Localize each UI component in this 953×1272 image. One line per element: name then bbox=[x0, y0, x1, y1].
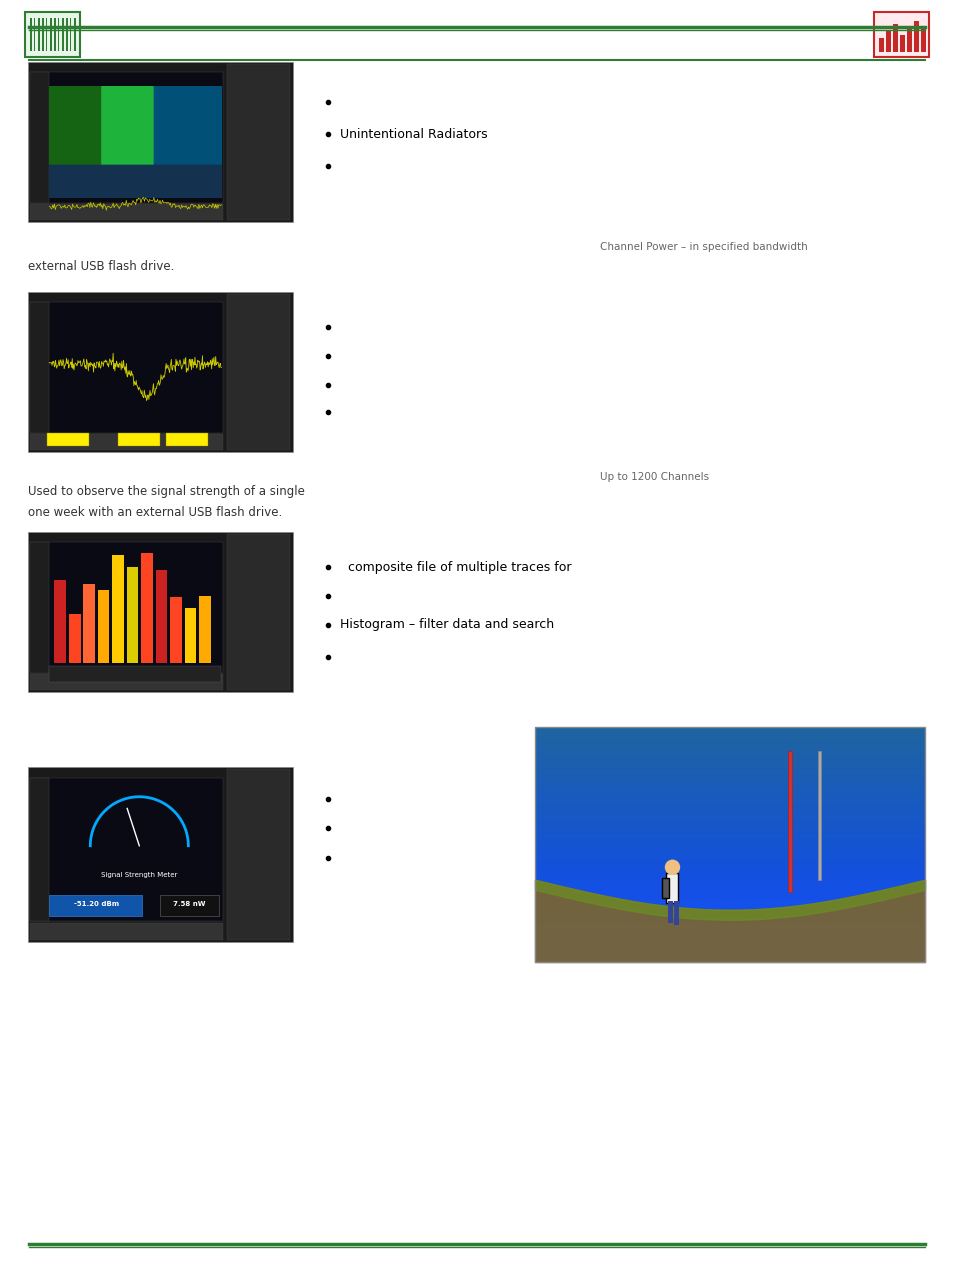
Bar bbox=[30, 18, 32, 51]
Bar bbox=[74, 18, 76, 51]
Bar bbox=[885, 31, 890, 52]
FancyBboxPatch shape bbox=[50, 667, 221, 682]
Bar bbox=[83, 558, 95, 663]
Bar bbox=[66, 18, 68, 51]
Text: Used to observe the signal strength of a single: Used to observe the signal strength of a… bbox=[28, 486, 305, 499]
FancyBboxPatch shape bbox=[227, 294, 290, 450]
FancyBboxPatch shape bbox=[30, 71, 49, 202]
Bar bbox=[42, 18, 44, 51]
FancyBboxPatch shape bbox=[28, 767, 293, 943]
Bar bbox=[50, 18, 52, 51]
Bar bbox=[69, 556, 80, 663]
Bar bbox=[788, 750, 792, 892]
Bar bbox=[818, 750, 821, 880]
FancyBboxPatch shape bbox=[30, 542, 223, 673]
Text: -51.20 dBm: -51.20 dBm bbox=[74, 901, 119, 907]
Bar bbox=[535, 728, 924, 962]
FancyBboxPatch shape bbox=[50, 894, 142, 916]
Bar bbox=[674, 902, 679, 925]
FancyBboxPatch shape bbox=[118, 432, 160, 445]
Bar bbox=[155, 613, 167, 663]
FancyBboxPatch shape bbox=[28, 62, 293, 223]
FancyBboxPatch shape bbox=[30, 71, 223, 202]
Bar bbox=[184, 586, 196, 663]
Bar bbox=[34, 18, 35, 51]
FancyBboxPatch shape bbox=[227, 64, 290, 220]
Bar bbox=[920, 29, 925, 52]
FancyBboxPatch shape bbox=[166, 432, 208, 445]
Text: external USB flash drive.: external USB flash drive. bbox=[28, 261, 174, 273]
Bar bbox=[141, 613, 152, 663]
FancyBboxPatch shape bbox=[25, 11, 80, 57]
Text: Signal Strength Meter: Signal Strength Meter bbox=[101, 873, 177, 879]
Bar bbox=[70, 18, 71, 51]
FancyBboxPatch shape bbox=[873, 11, 928, 57]
Bar bbox=[62, 18, 64, 51]
Text: Up to 1200 Channels: Up to 1200 Channels bbox=[599, 472, 708, 482]
Bar bbox=[170, 561, 181, 663]
FancyBboxPatch shape bbox=[30, 434, 223, 450]
FancyBboxPatch shape bbox=[30, 777, 49, 921]
Bar bbox=[38, 18, 40, 51]
FancyBboxPatch shape bbox=[28, 532, 293, 692]
Text: one week with an external USB flash drive.: one week with an external USB flash driv… bbox=[28, 505, 282, 519]
FancyBboxPatch shape bbox=[30, 777, 223, 921]
Bar bbox=[878, 38, 883, 52]
Bar bbox=[58, 18, 59, 51]
Text: Channel Power – in specified bandwidth: Channel Power – in specified bandwidth bbox=[599, 242, 807, 252]
FancyBboxPatch shape bbox=[30, 301, 49, 432]
FancyBboxPatch shape bbox=[666, 874, 678, 903]
FancyBboxPatch shape bbox=[30, 542, 49, 673]
Bar bbox=[54, 18, 56, 51]
Text: Unintentional Radiators: Unintentional Radiators bbox=[339, 127, 487, 140]
Bar bbox=[913, 20, 918, 52]
Text: composite file of multiple traces for: composite file of multiple traces for bbox=[339, 561, 571, 574]
Bar bbox=[899, 34, 904, 52]
Circle shape bbox=[665, 860, 679, 874]
FancyBboxPatch shape bbox=[30, 674, 223, 689]
FancyBboxPatch shape bbox=[28, 293, 293, 452]
Bar bbox=[54, 604, 66, 663]
FancyBboxPatch shape bbox=[30, 301, 223, 432]
Bar bbox=[112, 593, 124, 663]
Text: 7.58 nW: 7.58 nW bbox=[173, 901, 206, 907]
Bar bbox=[892, 24, 897, 52]
Bar bbox=[46, 18, 47, 51]
Bar bbox=[199, 589, 211, 663]
FancyBboxPatch shape bbox=[227, 770, 290, 940]
Bar bbox=[127, 571, 138, 663]
FancyBboxPatch shape bbox=[30, 204, 223, 220]
FancyBboxPatch shape bbox=[160, 894, 218, 916]
Bar bbox=[906, 28, 911, 52]
Text: Histogram – filter data and search: Histogram – filter data and search bbox=[339, 618, 554, 631]
FancyBboxPatch shape bbox=[661, 878, 669, 898]
Bar bbox=[98, 562, 110, 663]
FancyBboxPatch shape bbox=[227, 534, 290, 689]
Bar bbox=[668, 902, 673, 923]
FancyBboxPatch shape bbox=[47, 432, 89, 445]
FancyBboxPatch shape bbox=[30, 922, 223, 940]
